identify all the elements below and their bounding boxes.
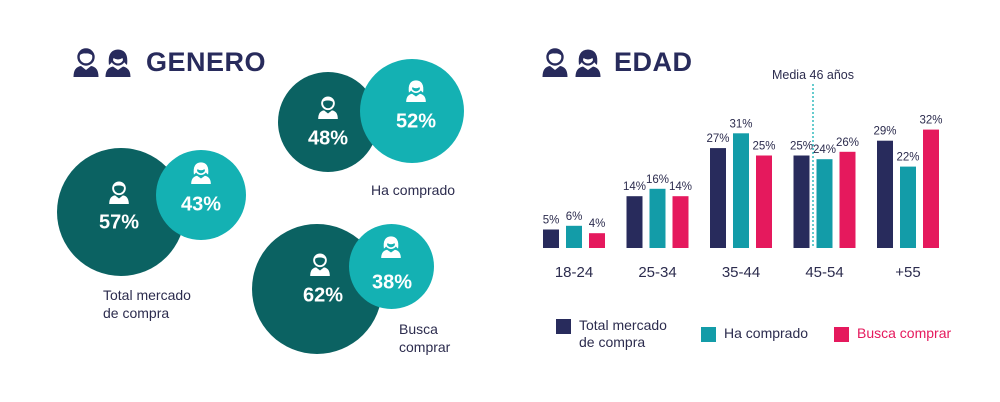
bar-value-label: 16% <box>646 174 669 186</box>
male-person-icon <box>73 48 99 77</box>
bar-value-label: 4% <box>589 218 606 230</box>
bar <box>756 155 772 248</box>
legend-label-ha-comprado: Ha comprado <box>724 325 809 341</box>
bar <box>900 166 916 248</box>
male-percentage-total: 57% <box>98 211 140 234</box>
legend-swatch-ha-comprado <box>701 327 716 342</box>
bar <box>672 196 689 248</box>
bar <box>566 225 582 248</box>
bar <box>589 233 605 248</box>
bar-value-label: 27% <box>706 133 729 145</box>
caption-total: Total mercado de compra <box>103 287 191 321</box>
female-icon <box>191 162 211 184</box>
bar <box>649 188 666 248</box>
male-icon <box>318 96 338 119</box>
bar <box>839 151 856 248</box>
caption-ha-comprado: Ha comprado <box>371 182 456 198</box>
edad-title: EDAD <box>614 47 693 77</box>
male-icon <box>310 253 330 276</box>
female-percentage-busca-comprar: 38% <box>371 271 413 294</box>
female-percentage-ha-comprado: 52% <box>395 110 437 133</box>
bar-value-label: 14% <box>669 181 692 193</box>
female-person-icon <box>105 49 131 77</box>
bar <box>710 148 726 248</box>
bar-value-label: 6% <box>566 211 583 223</box>
genero-title: GENERO <box>146 47 267 77</box>
male-person-icon <box>542 48 568 77</box>
bar-value-label: 22% <box>896 152 919 164</box>
x-tick-label: 25-34 <box>638 264 676 281</box>
legend-label-busca-comprar: Busca comprar <box>857 325 952 341</box>
bar-value-label: 29% <box>873 126 896 138</box>
bar <box>733 133 749 248</box>
legend-item-ha-comprado: Ha comprado <box>701 325 808 342</box>
bar-value-label: 24% <box>813 144 836 156</box>
male-percentage-ha-comprado: 48% <box>307 127 349 150</box>
legend-item-total: Total mercado de compra <box>556 317 667 351</box>
female-person-icon <box>575 49 601 77</box>
legend-item-busca-comprar: Busca comprar <box>834 325 951 342</box>
x-tick-label: +55 <box>895 264 920 281</box>
bar-value-label: 26% <box>836 137 859 149</box>
x-tick-label: 45-54 <box>805 264 843 281</box>
male-icon <box>109 181 129 204</box>
edad-bar-chart: 5% 6%4%18-2414%16%14%25-3427%31%25%35-442… <box>543 68 943 281</box>
bar <box>816 159 833 248</box>
bar-value-label: 25% <box>790 141 813 153</box>
bar-value-label: 32% <box>919 115 942 127</box>
bar <box>877 140 893 248</box>
legend-swatch-busca-comprar <box>834 327 849 342</box>
x-tick-label: 35-44 <box>722 264 760 281</box>
bar <box>626 196 643 248</box>
female-icon <box>381 236 401 258</box>
bar-value-label: 14% <box>623 181 646 193</box>
caption-busca-comprar: Busca comprar <box>399 321 451 355</box>
bar-value-label: 5% <box>543 215 560 227</box>
male-percentage-busca-comprar: 62% <box>302 284 344 307</box>
x-tick-label: 18-24 <box>555 264 593 281</box>
female-bubble-ha-comprado <box>360 59 464 163</box>
median-annotation-label: Media 46 años <box>772 68 854 82</box>
female-icon <box>406 80 426 102</box>
legend-swatch-total <box>556 319 571 334</box>
bar <box>543 229 559 248</box>
bar-value-label: 25% <box>752 141 775 153</box>
bar <box>923 129 939 248</box>
bar <box>793 155 810 248</box>
bar-value-label: 31% <box>729 118 752 130</box>
legend-label-total: Total mercado de compra <box>579 317 667 350</box>
female-percentage-total: 43% <box>180 193 222 216</box>
